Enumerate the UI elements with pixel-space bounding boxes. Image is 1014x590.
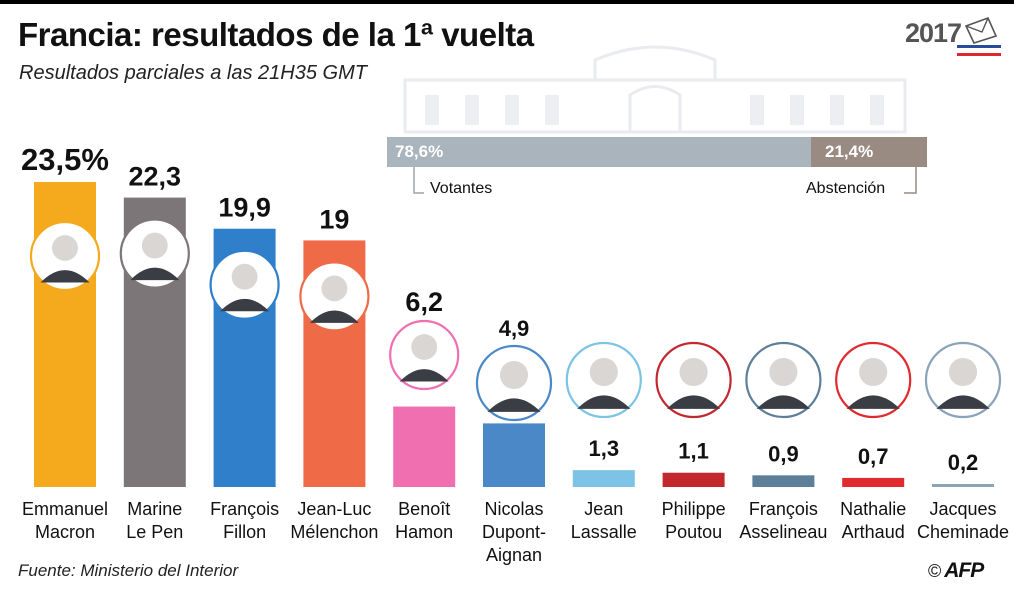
value-label: 19 <box>319 204 349 234</box>
portrait-shoulders <box>130 267 180 281</box>
abstention-segment: 21,4% <box>811 137 927 167</box>
afp-logo: AFP <box>944 559 984 582</box>
value-label: 22,3 <box>129 162 182 192</box>
candidate-name: Marine <box>127 499 182 519</box>
candidate-name: Philippe <box>662 499 726 519</box>
portrait-shoulders <box>399 369 449 382</box>
candidate-name: Nathalie <box>840 499 906 519</box>
portrait-head <box>141 232 168 259</box>
participation-leaders <box>413 167 917 194</box>
voters-segment: 78,6% <box>387 137 811 167</box>
candidate-name: Jean <box>584 499 623 519</box>
value-label: 1,1 <box>678 439 709 464</box>
value-label: 19,9 <box>218 193 271 223</box>
candidate-name: Cheminade <box>917 522 1009 542</box>
value-label: 23,5% <box>21 142 109 177</box>
candidate-name: Aignan <box>486 545 542 565</box>
candidate-name: Jacques <box>929 499 996 519</box>
bar <box>393 406 456 487</box>
logo-stripe-blue <box>957 45 1001 48</box>
candidate-name: Jean-Luc <box>297 499 371 519</box>
portrait-shoulders <box>756 395 811 409</box>
candidate-name: Mélenchon <box>290 522 378 542</box>
portrait-head <box>499 360 529 390</box>
candidate-name: Nicolas <box>484 499 543 519</box>
candidate-name: Benoît <box>398 499 450 519</box>
value-label: 0,9 <box>768 441 799 466</box>
portrait-head <box>321 275 348 302</box>
participation-bar: 78,6% 21,4% <box>387 137 927 167</box>
portrait-head <box>859 357 888 387</box>
top-rule <box>0 0 1014 4</box>
candidate-name: Le Pen <box>126 522 183 542</box>
bar <box>572 470 635 487</box>
portrait-shoulders <box>577 395 631 409</box>
portrait-head <box>589 357 618 387</box>
value-label: 0,7 <box>858 444 889 469</box>
bar <box>752 475 815 487</box>
bar <box>932 484 994 487</box>
source-note: Fuente: Ministerio del Interior <box>18 561 239 580</box>
page-subtitle: Resultados parciales a las 21H35 GMT <box>19 62 367 84</box>
abstention-label: Abstención <box>806 180 886 197</box>
candidate-name: Hamon <box>395 522 453 542</box>
candidate-name: Macron <box>35 522 95 542</box>
agency-credit: © AFP <box>928 559 984 583</box>
value-label: 6,2 <box>405 287 443 317</box>
bar <box>662 472 725 487</box>
candidate-name: François <box>210 499 279 519</box>
portrait-shoulders <box>846 395 900 409</box>
candidate-name: Arthaud <box>842 522 905 542</box>
voters-label: Votantes <box>430 180 493 197</box>
portrait-head <box>411 334 438 360</box>
candidate-name: Dupont- <box>482 522 546 542</box>
abstention-value: 21,4% <box>825 142 874 161</box>
portrait-shoulders <box>666 395 721 409</box>
portrait-head <box>769 357 798 387</box>
candidate-name: Asselineau <box>739 522 827 542</box>
portrait-shoulders <box>487 398 541 412</box>
candidate-name: Emmanuel <box>22 499 108 519</box>
portrait-head <box>52 235 78 261</box>
logo-year: 2017 <box>905 18 962 48</box>
voters-value: 78,6% <box>395 142 444 161</box>
portrait-shoulders <box>40 270 90 283</box>
candidate-name: François <box>749 499 818 519</box>
portrait-shoulders <box>936 395 990 409</box>
ballot-envelope-icon <box>964 16 998 44</box>
logo-stripe-white <box>957 49 1001 52</box>
portrait-head <box>231 263 258 290</box>
value-label: 4,9 <box>499 316 530 341</box>
candidate-name: Fillon <box>223 522 266 542</box>
page-title: Francia: resultados de la 1ª vuelta <box>18 16 534 53</box>
candidate-name: Poutou <box>665 522 722 542</box>
copyright-mark: © <box>928 561 942 581</box>
bar <box>842 477 905 487</box>
elysee-palace-silhouette <box>403 45 907 134</box>
portrait-shoulders <box>309 310 359 323</box>
logo-stripe-red <box>957 53 1001 56</box>
portrait-shoulders <box>220 298 270 312</box>
portrait-head <box>948 357 978 387</box>
value-label: 0,2 <box>948 450 979 475</box>
bar <box>483 423 545 487</box>
election-2017-logo: 2017 <box>905 14 1001 56</box>
candidate-name: Lassalle <box>571 522 637 542</box>
value-label: 1,3 <box>589 436 620 461</box>
portrait-head <box>679 357 708 387</box>
